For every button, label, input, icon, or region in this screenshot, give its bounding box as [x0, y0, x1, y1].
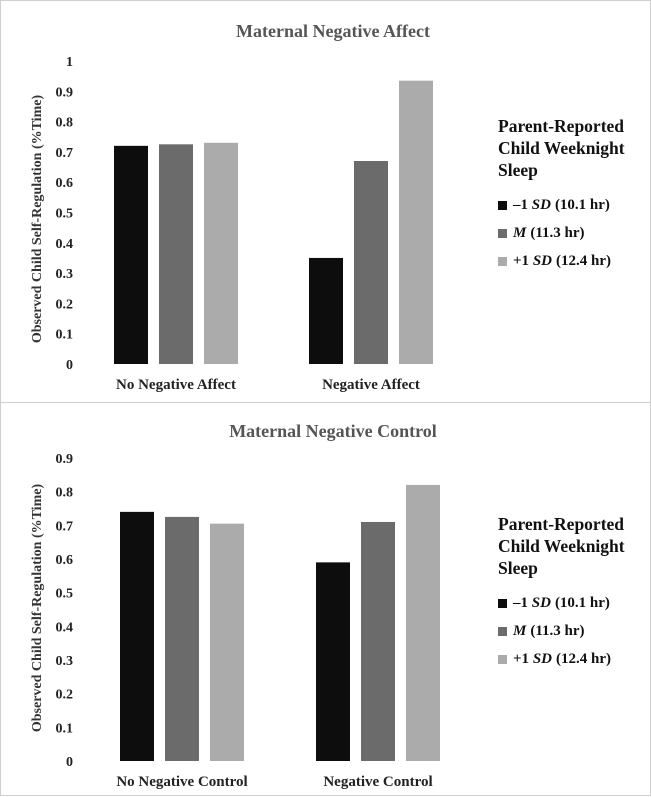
bars [120, 484, 440, 761]
y-axis-label: Observed Child Self-Regulation (%Time) [30, 95, 45, 344]
x-category-label: No Negative Affect [116, 377, 236, 393]
legend-item: +1 SD (12.4 hr) [498, 645, 648, 673]
bar [120, 511, 154, 761]
legend-stat: SD [532, 650, 552, 667]
x-category-label: Negative Control [323, 774, 432, 790]
bar [309, 257, 343, 364]
legend-item: +1 SD (12.4 hr) [498, 247, 648, 275]
bar [399, 80, 433, 364]
y-tick-label: 0.9 [56, 85, 74, 100]
bars [114, 80, 433, 364]
legend-swatch [498, 598, 507, 608]
legend-stat: SD [532, 252, 552, 269]
y-tick-label: 0.8 [56, 116, 74, 131]
y-tick-label: 0.2 [56, 297, 74, 312]
category-labels: No Negative Affect Negative Affect [116, 377, 420, 393]
category-labels: No Negative Control Negative Control [116, 774, 432, 790]
legend-item: M (11.3 hr) [498, 617, 648, 645]
y-tick-label: 0.6 [56, 176, 74, 191]
y-tick-label: 0.1 [56, 328, 74, 343]
legend: Parent-Reported Child Weeknight Sleep –1… [498, 115, 648, 275]
legend-suffix: (12.4 hr) [556, 650, 611, 667]
y-tick-label: 0.7 [56, 519, 74, 534]
legend-swatch [498, 200, 507, 210]
chart-title: Maternal Negative Affect [236, 21, 430, 41]
legend-item: –1 SD (10.1 hr) [498, 191, 648, 219]
legend-item: M (11.3 hr) [498, 219, 648, 247]
legend-title: Parent-Reported Child Weeknight Sleep [498, 116, 625, 180]
legend-swatch [498, 256, 507, 266]
y-tick-label: 0.3 [56, 654, 74, 669]
x-category-label: Negative Affect [322, 377, 420, 393]
y-axis-label: Observed Child Self-Regulation (%Time) [30, 484, 45, 733]
y-tick-label: 1 [66, 55, 73, 70]
bar [204, 142, 238, 364]
y-tick-label: 0 [66, 358, 73, 373]
legend-prefix: –1 [513, 196, 532, 213]
legend-prefix: +1 [513, 650, 533, 667]
y-ticks: 0 0.1 0.2 0.3 0.4 0.5 0.6 0.7 0.8 0.9 [56, 452, 74, 770]
chart-svg-negative-affect: Maternal Negative Affect Observed Child … [30, 21, 433, 393]
y-tick-label: 0.4 [56, 237, 74, 252]
y-tick-label: 0.3 [56, 267, 74, 282]
y-ticks: 0 0.1 0.2 0.3 0.4 0.5 0.6 0.7 0.8 0.9 1 [56, 55, 74, 373]
legend-stat: M [513, 622, 527, 639]
bar [165, 516, 199, 761]
legend-items: –1 SD (10.1 hr) M (11.3 hr) +1 SD (12.4 hr) [498, 589, 648, 673]
legend-suffix: (12.4 hr) [556, 252, 611, 269]
legend-title: Parent-Reported Child Weeknight Sleep [498, 514, 625, 578]
bar [210, 523, 244, 761]
y-tick-label: 0.1 [56, 721, 74, 736]
legend: Parent-Reported Child Weeknight Sleep –1… [498, 513, 648, 673]
bar [114, 145, 148, 364]
legend-suffix: (11.3 hr) [530, 622, 585, 639]
legend-swatch [498, 626, 507, 636]
legend-swatch [498, 228, 507, 238]
legend-prefix: +1 [513, 252, 533, 269]
x-category-label: No Negative Control [116, 774, 247, 790]
chart-title: Maternal Negative Control [229, 421, 437, 441]
legend-swatch [498, 654, 507, 664]
legend-item: –1 SD (10.1 hr) [498, 589, 648, 617]
y-tick-label: 0.7 [56, 146, 74, 161]
y-tick-label: 0.5 [56, 587, 74, 602]
bar [406, 484, 440, 761]
y-tick-label: 0 [66, 755, 73, 770]
legend-stat: SD [531, 594, 551, 611]
legend-prefix: –1 [513, 594, 532, 611]
chart-panel-negative-control: Maternal Negative Control Observed Child… [0, 402, 651, 796]
bar [316, 562, 350, 761]
legend-suffix: (10.1 hr) [554, 594, 610, 611]
chart-svg-negative-control: Maternal Negative Control Observed Child… [30, 421, 440, 790]
y-tick-label: 0.2 [56, 688, 74, 703]
legend-stat: SD [531, 196, 551, 213]
y-tick-label: 0.8 [56, 486, 74, 501]
y-tick-label: 0.4 [56, 620, 74, 635]
legend-suffix: (10.1 hr) [554, 196, 610, 213]
legend-items: –1 SD (10.1 hr) M (11.3 hr) +1 SD (12.4 hr) [498, 191, 648, 275]
bar [361, 521, 395, 761]
y-tick-label: 0.9 [56, 452, 74, 467]
y-tick-label: 0.6 [56, 553, 74, 568]
bar [354, 160, 388, 364]
chart-panel-negative-affect: Maternal Negative Affect Observed Child … [0, 0, 651, 403]
legend-stat: M [513, 224, 527, 241]
bar [159, 144, 193, 364]
legend-suffix: (11.3 hr) [530, 224, 585, 241]
y-tick-label: 0.5 [56, 207, 74, 222]
